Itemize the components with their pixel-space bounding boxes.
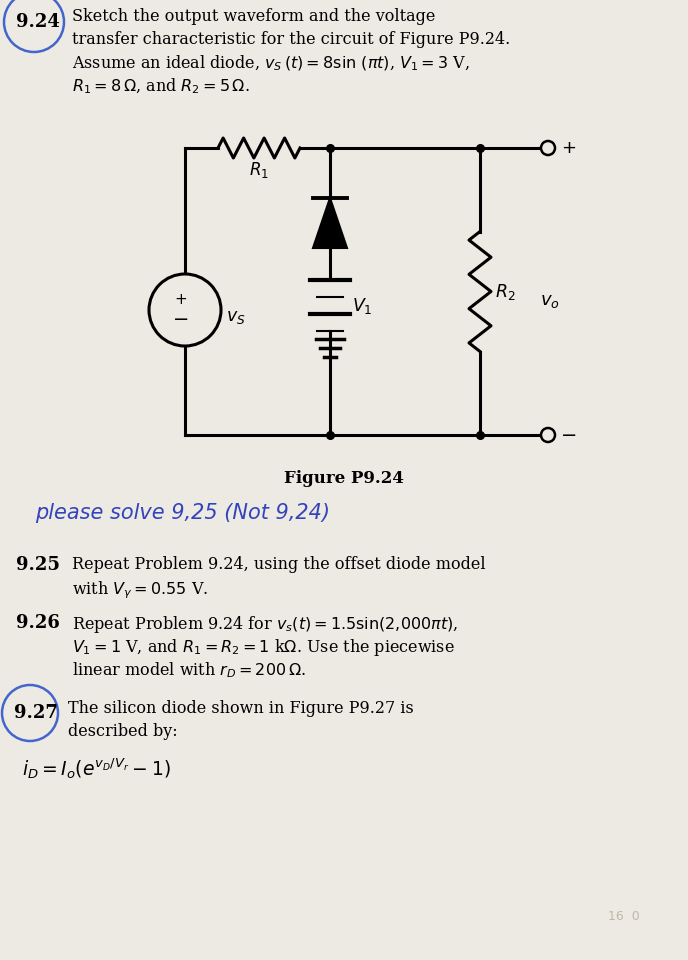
Text: +: + [561,139,576,157]
Text: +: + [175,293,187,307]
Text: with $V_\gamma = 0.55$ V.: with $V_\gamma = 0.55$ V. [72,579,208,601]
Text: please solve 9,25 (Not 9,24): please solve 9,25 (Not 9,24) [35,503,330,523]
Text: Sketch the output waveform and the voltage: Sketch the output waveform and the volta… [72,8,436,25]
Circle shape [541,428,555,442]
Text: Assume an ideal diode, $v_S\,(t) = 8\sin\,(\pi t)$, $V_1 = 3$ V,: Assume an ideal diode, $v_S\,(t) = 8\sin… [72,54,470,73]
Text: −: − [173,310,189,329]
Text: 16  0: 16 0 [608,910,640,923]
Text: 9.26: 9.26 [16,614,60,632]
Text: −: − [561,425,577,444]
Text: Repeat Problem 9.24 for $v_s(t) = 1.5\sin(2{,}000\pi t)$,: Repeat Problem 9.24 for $v_s(t) = 1.5\si… [72,614,458,635]
Text: The silicon diode shown in Figure P9.27 is: The silicon diode shown in Figure P9.27 … [68,700,413,717]
Circle shape [541,141,555,155]
Text: transfer characteristic for the circuit of Figure P9.24.: transfer characteristic for the circuit … [72,31,510,48]
Circle shape [149,274,221,346]
Text: $i_D = I_o(e^{v_D/V_r} - 1)$: $i_D = I_o(e^{v_D/V_r} - 1)$ [22,756,171,780]
Text: 9.27: 9.27 [14,704,58,722]
Text: $v_S$: $v_S$ [226,309,246,326]
Text: 9.24: 9.24 [16,13,60,31]
Text: $R_1$: $R_1$ [249,160,269,180]
Text: Repeat Problem 9.24, using the offset diode model: Repeat Problem 9.24, using the offset di… [72,556,486,573]
Text: linear model with $r_D = 200\,\Omega$.: linear model with $r_D = 200\,\Omega$. [72,660,306,680]
Text: $v_o$: $v_o$ [540,293,560,310]
Polygon shape [313,198,347,248]
Text: $R_2$: $R_2$ [495,281,515,301]
Text: $V_1$: $V_1$ [352,296,372,316]
Text: 9.25: 9.25 [16,556,60,574]
Text: $R_1 = 8\,\Omega$, and $R_2 = 5\,\Omega$.: $R_1 = 8\,\Omega$, and $R_2 = 5\,\Omega$… [72,77,250,96]
Text: $V_1 = 1$ V, and $R_1 = R_2 = 1$ k$\Omega$. Use the piecewise: $V_1 = 1$ V, and $R_1 = R_2 = 1$ k$\Omeg… [72,637,455,658]
Text: Figure P9.24: Figure P9.24 [284,470,404,487]
Text: described by:: described by: [68,723,178,740]
